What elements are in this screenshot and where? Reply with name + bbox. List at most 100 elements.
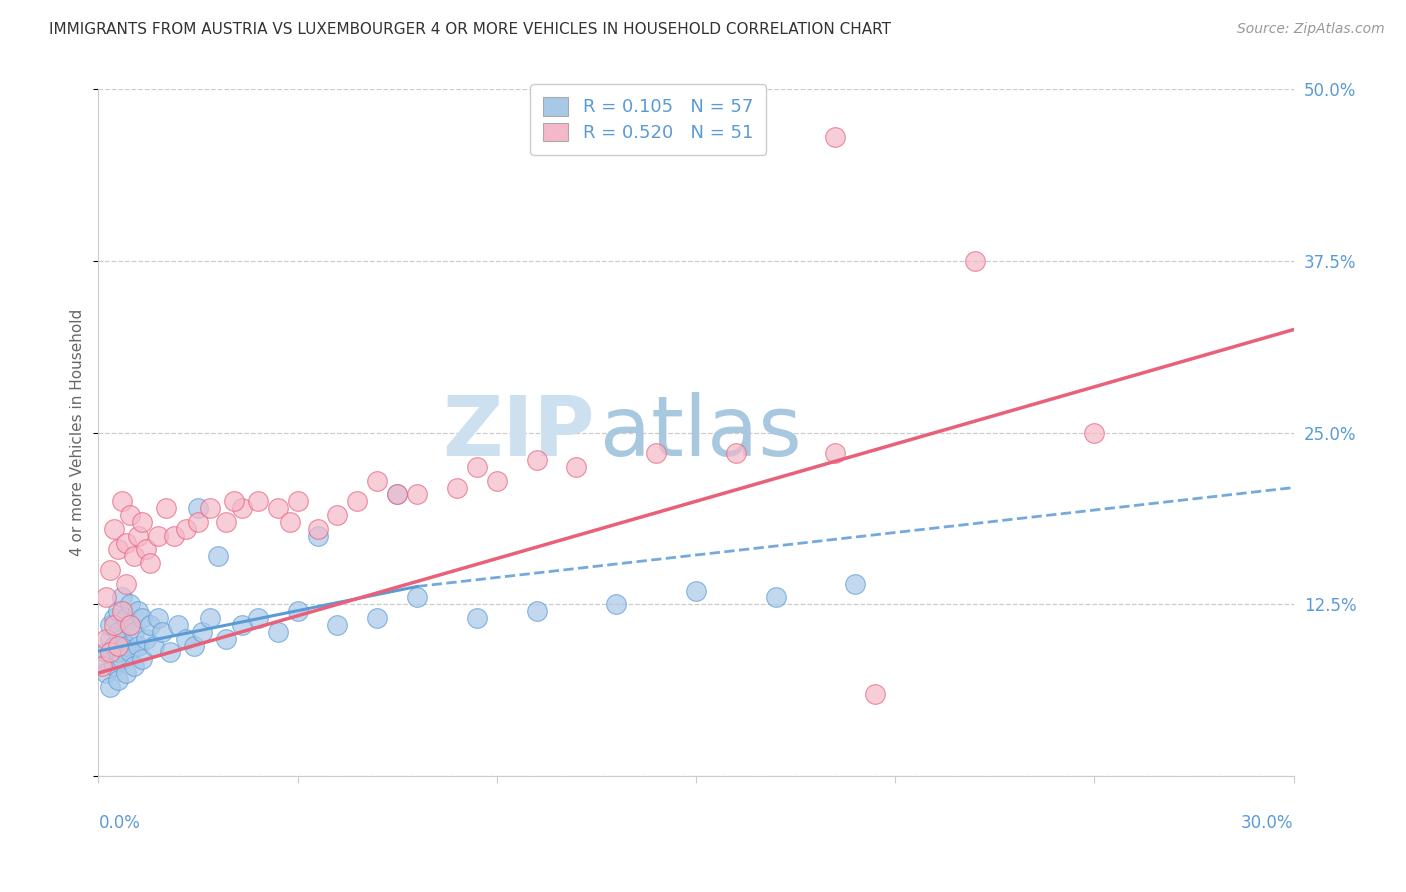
Text: Source: ZipAtlas.com: Source: ZipAtlas.com — [1237, 22, 1385, 37]
Point — [120, 598, 142, 612]
Point — [645, 446, 668, 460]
Point — [120, 645, 142, 659]
Point — [605, 598, 627, 612]
Point — [103, 611, 125, 625]
Point — [131, 611, 153, 625]
Point — [526, 604, 548, 618]
Point — [174, 522, 197, 536]
Point — [115, 535, 138, 549]
Text: atlas: atlas — [600, 392, 801, 473]
Text: 0.0%: 0.0% — [98, 814, 141, 832]
Point — [326, 618, 349, 632]
Point — [111, 632, 134, 646]
Text: ZIP: ZIP — [441, 392, 595, 473]
Point — [198, 611, 221, 625]
Point — [231, 501, 253, 516]
Point — [131, 515, 153, 529]
Point — [326, 508, 349, 522]
Point — [385, 487, 409, 501]
Point — [865, 687, 887, 701]
Legend: R = 0.105   N = 57, R = 0.520   N = 51: R = 0.105 N = 57, R = 0.520 N = 51 — [530, 85, 766, 155]
Point — [111, 591, 134, 605]
Point — [844, 576, 866, 591]
Point — [103, 522, 125, 536]
Point — [446, 481, 468, 495]
Point — [98, 632, 122, 646]
Point — [148, 611, 170, 625]
Point — [98, 618, 122, 632]
Point — [103, 618, 125, 632]
Point — [120, 508, 142, 522]
Point — [685, 583, 707, 598]
Point — [385, 487, 409, 501]
Point — [107, 542, 129, 557]
Point — [765, 591, 787, 605]
Point — [96, 632, 118, 646]
Point — [127, 639, 149, 653]
Point — [115, 665, 138, 680]
Point — [143, 639, 166, 653]
Point — [187, 501, 209, 516]
Point — [231, 618, 253, 632]
Point — [222, 494, 245, 508]
Point — [215, 515, 238, 529]
Point — [120, 618, 142, 632]
Point — [124, 624, 146, 639]
Text: IMMIGRANTS FROM AUSTRIA VS LUXEMBOURGER 4 OR MORE VEHICLES IN HOUSEHOLD CORRELAT: IMMIGRANTS FROM AUSTRIA VS LUXEMBOURGER … — [49, 22, 891, 37]
Point — [135, 632, 157, 646]
Point — [465, 460, 488, 475]
Point — [127, 528, 149, 542]
Point — [246, 611, 269, 625]
Point — [124, 659, 146, 673]
Point — [124, 549, 146, 564]
Point — [120, 618, 142, 632]
Point — [107, 673, 129, 687]
Point — [131, 652, 153, 666]
Point — [287, 494, 309, 508]
Point — [278, 515, 301, 529]
Point — [115, 639, 138, 653]
Point — [1083, 425, 1105, 440]
Point — [215, 632, 238, 646]
Point — [287, 604, 309, 618]
Point — [526, 453, 548, 467]
Point — [115, 611, 138, 625]
Point — [267, 624, 290, 639]
Point — [187, 515, 209, 529]
Point — [163, 528, 186, 542]
Point — [565, 460, 588, 475]
Point — [91, 659, 114, 673]
Point — [107, 639, 129, 653]
Point — [824, 130, 846, 145]
Point — [139, 556, 162, 570]
Point — [824, 446, 846, 460]
Point — [724, 446, 747, 460]
Point — [246, 494, 269, 508]
Point — [139, 618, 162, 632]
Point — [107, 604, 129, 618]
Point — [107, 645, 129, 659]
Point — [111, 494, 134, 508]
Point — [366, 474, 388, 488]
Point — [406, 487, 429, 501]
Point — [406, 591, 429, 605]
Point — [174, 632, 197, 646]
Point — [103, 639, 125, 653]
Point — [91, 652, 114, 666]
Point — [98, 680, 122, 694]
Point — [96, 591, 118, 605]
Point — [485, 474, 508, 488]
Point — [150, 624, 173, 639]
Point — [148, 528, 170, 542]
Point — [127, 604, 149, 618]
Y-axis label: 4 or more Vehicles in Household: 4 or more Vehicles in Household — [70, 309, 86, 557]
Point — [98, 645, 122, 659]
Point — [96, 665, 118, 680]
Point — [366, 611, 388, 625]
Point — [103, 659, 125, 673]
Point — [267, 501, 290, 516]
Point — [167, 618, 190, 632]
Point — [111, 604, 134, 618]
Point — [465, 611, 488, 625]
Point — [98, 563, 122, 577]
